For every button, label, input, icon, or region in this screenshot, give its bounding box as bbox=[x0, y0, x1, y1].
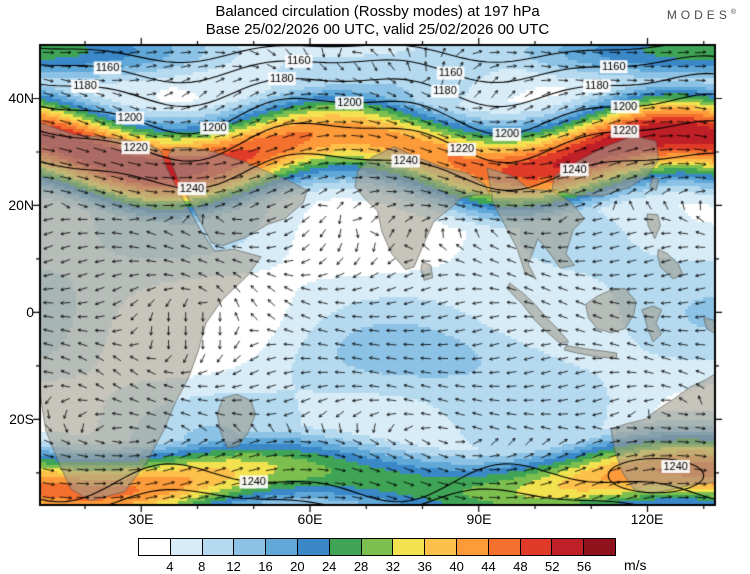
lat-tick-label-20s: 20S bbox=[9, 411, 34, 427]
colorbar-segment bbox=[361, 539, 394, 555]
colorbar-segment bbox=[170, 539, 203, 555]
colorbar-segment bbox=[297, 539, 330, 555]
lon-tick-label-90e: 90E bbox=[466, 511, 492, 527]
colorbar-segment bbox=[584, 539, 615, 555]
lat-tick-label-0: 0 bbox=[26, 304, 34, 320]
colorbar-segment bbox=[520, 539, 553, 555]
colorbar-segment bbox=[393, 539, 426, 555]
colorbar-segment bbox=[552, 539, 585, 555]
lon-tick-label-30e: 30E bbox=[128, 511, 154, 527]
colorbar bbox=[138, 538, 616, 556]
colorbar-units-label: m/s bbox=[624, 557, 647, 573]
colorbar-segment bbox=[266, 539, 298, 555]
lon-tick-label-120e: 120E bbox=[630, 511, 664, 527]
colorbar-segment bbox=[456, 539, 489, 555]
lat-tick-label-40n: 40N bbox=[8, 90, 34, 106]
colorbar-segment bbox=[139, 539, 171, 555]
colorbar-segment bbox=[425, 539, 457, 555]
lat-tick-label-20n: 20N bbox=[8, 197, 34, 213]
colorbar-segment bbox=[234, 539, 267, 555]
lon-tick-label-60e: 60E bbox=[297, 511, 323, 527]
colorbar-segment bbox=[329, 539, 362, 555]
colorbar-segment bbox=[202, 539, 235, 555]
colorbar-segment bbox=[488, 539, 521, 555]
